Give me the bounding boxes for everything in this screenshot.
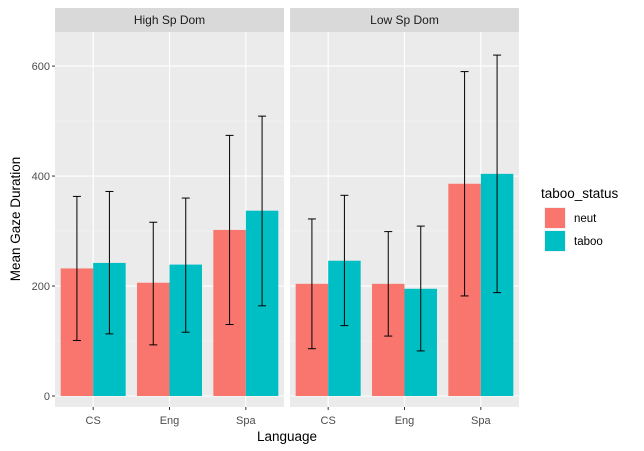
y-tick-label: 400	[32, 171, 50, 183]
y-tick-label: 600	[32, 61, 50, 73]
x-tick-label: Spa	[471, 415, 491, 427]
legend-label-neut: neut	[574, 213, 597, 225]
facet-strip	[55, 8, 284, 32]
legend-label-taboo: taboo	[574, 236, 603, 248]
y-tick-label: 0	[44, 391, 50, 403]
facet-strip-label: Low Sp Dom	[370, 13, 439, 27]
legend-swatch-neut	[545, 208, 565, 228]
x-tick-label: Spa	[236, 415, 256, 427]
facet-strip	[290, 8, 519, 32]
x-tick-label: CS	[321, 415, 336, 427]
y-axis-title: Mean Gaze Duration	[8, 157, 23, 282]
x-axis-title: Language	[257, 429, 317, 444]
x-tick-label: Eng	[395, 415, 415, 427]
x-tick-label: Eng	[160, 415, 180, 427]
legend-swatch-taboo	[545, 231, 565, 251]
y-tick-label: 200	[32, 281, 50, 293]
facet-strip-label: High Sp Dom	[134, 13, 205, 27]
legend-title: taboo_status	[541, 186, 619, 201]
x-tick-label: CS	[86, 415, 101, 427]
